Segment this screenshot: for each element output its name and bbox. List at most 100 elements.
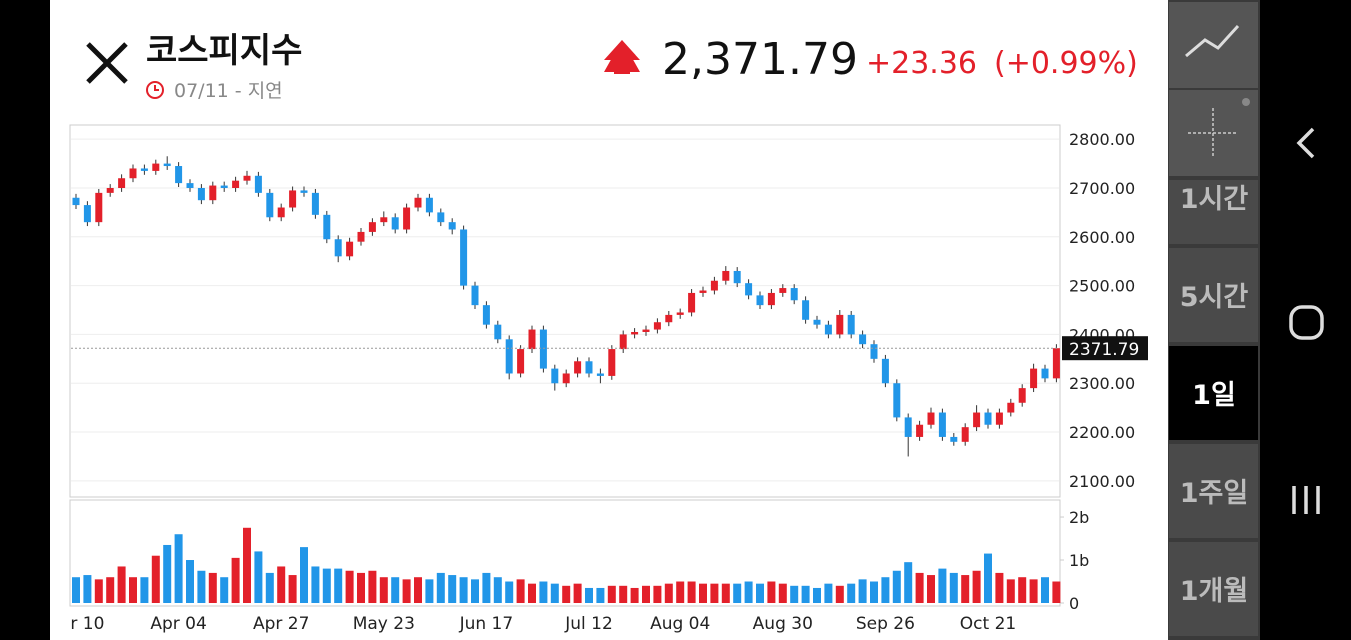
candle-body	[836, 314, 844, 335]
change-pct: (+0.99%)	[994, 46, 1138, 81]
volume-bar	[414, 577, 422, 603]
volume-bar	[619, 585, 628, 603]
volume-tick-label: 1b	[1069, 551, 1089, 570]
volume-bar	[630, 587, 639, 603]
volume-bar	[151, 555, 160, 603]
volume-bar	[482, 572, 491, 603]
volume-bar	[904, 562, 913, 603]
candle-body	[254, 175, 262, 193]
candle-body	[186, 183, 194, 188]
candle-body	[175, 166, 183, 184]
volume-bar	[699, 583, 707, 603]
period-button[interactable]	[1169, 542, 1258, 636]
candle-body	[346, 241, 354, 257]
volume-bar	[642, 585, 650, 603]
candle-body	[551, 368, 559, 384]
candle-body	[505, 339, 513, 374]
candle-body	[232, 180, 240, 188]
candle-body	[995, 412, 1003, 425]
candle-body	[779, 288, 787, 293]
candle-body	[106, 187, 114, 193]
candle-body	[471, 285, 479, 306]
candle-body	[710, 280, 718, 291]
x-tick-label: May 23	[353, 614, 415, 634]
volume-bar	[528, 583, 536, 603]
volume-bar	[835, 585, 844, 603]
last-price-tag	[1062, 336, 1148, 361]
candle-body	[140, 168, 148, 171]
volume-bar	[425, 579, 434, 603]
candle-body	[984, 412, 992, 425]
candle-body	[323, 214, 331, 240]
volume-bar	[767, 581, 776, 603]
candle-body	[357, 231, 365, 242]
price-frame	[69, 124, 1061, 498]
nav-bar	[1260, 0, 1351, 640]
candle-body	[266, 192, 274, 218]
close-button[interactable]	[86, 42, 128, 84]
volume-bar	[927, 575, 935, 603]
x-tick-label: Sep 26	[856, 614, 915, 634]
volume-bar	[961, 575, 970, 603]
home-button[interactable]	[1289, 305, 1324, 340]
volume-bar	[106, 577, 115, 603]
volume-bar	[1006, 579, 1015, 603]
candle-body	[790, 288, 798, 301]
volume-bar	[471, 579, 479, 603]
volume-bar	[1029, 579, 1038, 603]
volume-bar	[379, 577, 388, 603]
candle-body	[813, 319, 821, 325]
period-label: 1개월	[1180, 576, 1248, 607]
volume-bar	[995, 572, 1004, 603]
candle-body	[129, 168, 137, 179]
volume-bar	[83, 575, 92, 603]
candle-body	[163, 163, 171, 167]
volume-bar	[174, 534, 183, 603]
change: +23.36	[866, 46, 977, 81]
candle-body	[152, 163, 160, 171]
volume-bar	[505, 581, 514, 603]
period-button[interactable]	[1169, 248, 1258, 342]
volume-bar	[186, 560, 194, 603]
volume-bar	[197, 570, 206, 603]
x-tick-label: r 10	[70, 614, 104, 634]
volume-bar	[824, 583, 833, 603]
back-button[interactable]	[1296, 127, 1315, 159]
volume-bar	[140, 577, 149, 603]
candle-body	[745, 283, 753, 296]
volume-bar	[539, 581, 548, 603]
candle-body	[1030, 368, 1038, 389]
candle-body	[1041, 368, 1049, 379]
candle-body	[300, 190, 308, 193]
period-button[interactable]	[1169, 180, 1258, 244]
volume-bar	[984, 553, 992, 603]
period-label: 1시간	[1180, 184, 1249, 215]
volume-bar	[402, 579, 411, 603]
volume-bar	[117, 566, 126, 603]
y-tick-label: 2600.00	[1069, 228, 1135, 247]
volume-bar	[288, 575, 297, 603]
volume-bar	[1041, 577, 1049, 603]
period-label: 1주일	[1180, 478, 1248, 509]
title: 코스피지수	[146, 31, 302, 71]
volume-bar	[322, 568, 331, 603]
y-tick-label: 2800.00	[1069, 130, 1135, 149]
recents-button[interactable]	[1292, 486, 1320, 514]
volume-bar	[311, 566, 320, 603]
candle-body	[1007, 402, 1015, 413]
volume-bar	[881, 577, 890, 603]
period-button[interactable]	[1169, 444, 1258, 538]
volume-bar	[254, 551, 263, 603]
volume-tick-label: 2b	[1069, 508, 1089, 527]
candle-body	[414, 197, 422, 208]
clock-icon	[146, 81, 164, 99]
volume-bar	[664, 583, 673, 603]
candle-body	[881, 358, 889, 384]
period-button[interactable]	[1169, 346, 1258, 440]
candle-body	[403, 207, 411, 230]
candle-body	[847, 314, 855, 335]
x-tick-label: Aug 04	[650, 614, 710, 634]
indicator-dot	[1242, 98, 1250, 106]
volume-bar	[585, 587, 593, 603]
